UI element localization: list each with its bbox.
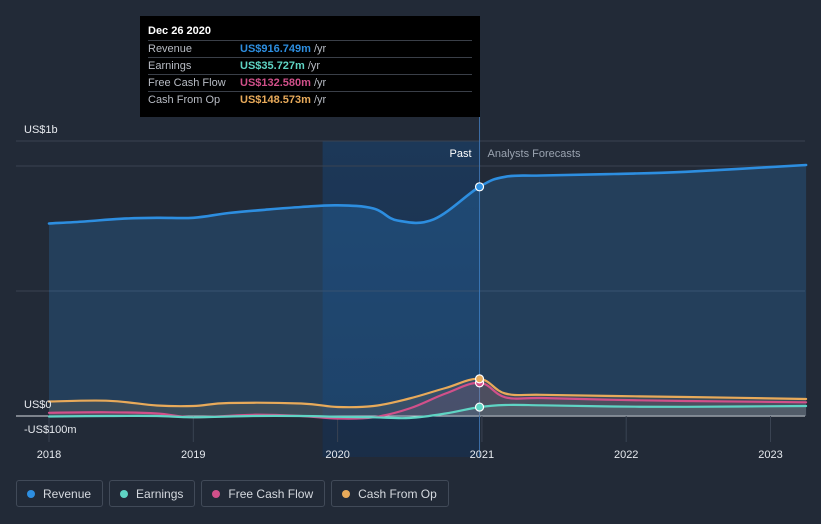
revenue-line (47, 163, 808, 225)
legend-label: Earnings (136, 486, 184, 501)
tooltip-label: Revenue (148, 43, 193, 55)
tooltip-value: US$35.727m (240, 60, 305, 72)
x-tick-label: 2018 (37, 449, 61, 461)
past-label: Past (450, 148, 472, 160)
revenue-area (49, 165, 807, 416)
x-tick-label: 2022 (614, 449, 638, 461)
cash-from-op-marker (474, 374, 485, 384)
tooltip-value: US$132.580m (240, 77, 311, 89)
legend-label: Free Cash Flow (228, 486, 314, 501)
legend-item-free-cash-flow[interactable]: Free Cash Flow (201, 480, 326, 507)
x-tick-label: 2023 (758, 449, 782, 461)
tooltip-row-cash-from-op: Cash From Op US$148.573m /yr (148, 91, 472, 108)
tooltip-label: Earnings (148, 60, 192, 72)
legend-item-cash-from-op[interactable]: Cash From Op (331, 480, 449, 507)
revenue-dot-icon (27, 489, 35, 498)
tooltip-value: US$148.573m (240, 94, 311, 106)
cash-from-op-line (47, 377, 808, 409)
legend-item-revenue[interactable]: Revenue (16, 480, 104, 507)
chart-legend: Revenue Earnings Free Cash Flow Cash Fro… (16, 480, 449, 509)
tooltip-row-free-cash-flow: Free Cash Flow US$132.580m /yr (148, 74, 472, 91)
tooltip-unit: /yr (313, 77, 327, 89)
earnings-dot-icon (120, 489, 129, 498)
tooltip-unit: /yr (307, 60, 321, 72)
tooltip-date: Dec 26 2020 (148, 25, 211, 37)
tooltip-label: Free Cash Flow (148, 77, 226, 89)
legend-item-earnings[interactable]: Earnings (109, 480, 196, 507)
revenue-marker (474, 182, 485, 192)
tooltip-label: Cash From Op (148, 94, 221, 106)
tooltip-row-earnings: Earnings US$35.727m /yr (148, 57, 472, 74)
legend-label: Revenue (43, 486, 92, 501)
legend-label: Cash From Op (358, 486, 437, 501)
cash-from-op-dot-icon (342, 489, 351, 498)
earnings-marker (474, 402, 485, 412)
tooltip-unit: /yr (313, 94, 327, 106)
x-tick-label: 2019 (181, 449, 205, 461)
x-tick-label: 2020 (325, 449, 349, 461)
data-tooltip: Dec 26 2020 Revenue US$916.749m /yr Earn… (140, 16, 480, 117)
free-cash-flow-area (49, 382, 807, 419)
free-cash-flow-dot-icon (212, 489, 221, 498)
earnings-line (47, 403, 808, 420)
past-highlight-band (322, 141, 480, 457)
y-tick-label: US$1b (24, 124, 58, 136)
tooltip-unit: /yr (313, 43, 327, 55)
y-tick-label: US$0 (24, 399, 52, 411)
earnings-area (49, 404, 807, 419)
tooltip-value: US$916.749m (240, 43, 311, 55)
y-tick-label: -US$100m (24, 424, 77, 436)
forecast-label: Analysts Forecasts (488, 148, 581, 160)
tooltip-row-revenue: Revenue US$916.749m /yr (148, 40, 472, 57)
x-tick-label: 2021 (470, 449, 494, 461)
